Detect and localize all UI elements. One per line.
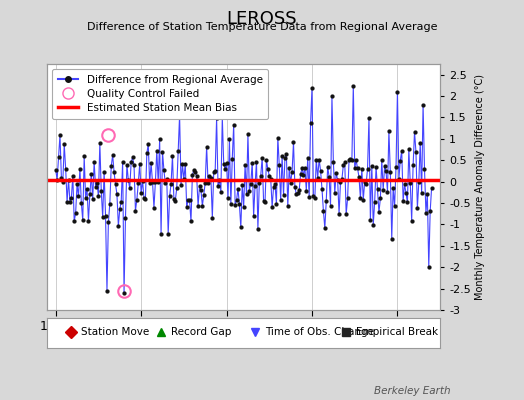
Text: Record Gap: Record Gap — [171, 327, 231, 338]
Text: Berkeley Earth: Berkeley Earth — [374, 386, 451, 396]
Text: Station Move: Station Move — [81, 327, 149, 338]
Text: Difference of Station Temperature Data from Regional Average: Difference of Station Temperature Data f… — [87, 22, 437, 32]
Y-axis label: Monthly Temperature Anomaly Difference (°C): Monthly Temperature Anomaly Difference (… — [475, 74, 485, 300]
Text: Empirical Break: Empirical Break — [356, 327, 438, 338]
Legend: Difference from Regional Average, Quality Control Failed, Estimated Station Mean: Difference from Regional Average, Qualit… — [52, 69, 268, 119]
Text: Time of Obs. Change: Time of Obs. Change — [265, 327, 374, 338]
Text: LEROSS: LEROSS — [227, 10, 297, 28]
